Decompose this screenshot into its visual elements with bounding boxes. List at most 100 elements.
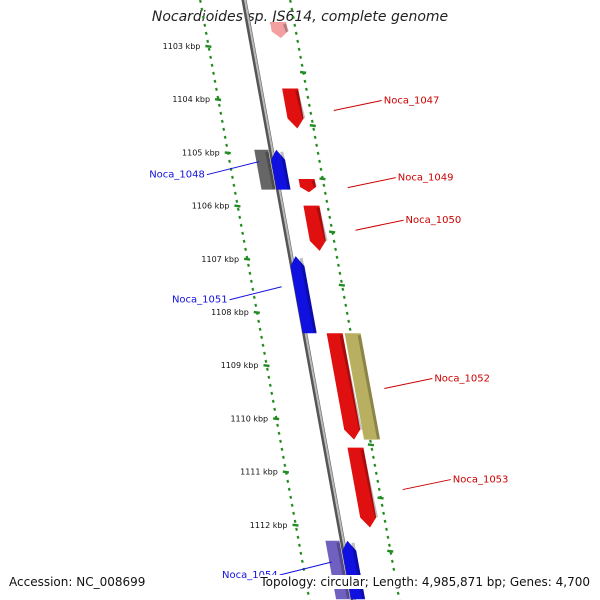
major-tick: [243, 257, 251, 261]
minor-tick-outer: [299, 55, 303, 59]
gene-shade: [311, 180, 317, 188]
minor-tick-outer: [332, 239, 336, 243]
minor-tick-outer: [342, 295, 346, 299]
minor-tick-inner: [210, 63, 214, 67]
major-tick-outer: [338, 283, 345, 287]
minor-tick-outer: [373, 463, 377, 467]
minor-tick-outer: [385, 527, 389, 531]
minor-tick-inner: [217, 103, 221, 107]
minor-tick-inner: [233, 191, 237, 195]
minor-tick-inner: [214, 87, 218, 91]
minor-tick-outer: [337, 263, 340, 267]
gene-feature: [270, 22, 289, 39]
minor-tick-outer: [328, 215, 332, 219]
minor-tick-inner: [283, 463, 287, 467]
minor-tick-outer: [369, 439, 372, 443]
minor-tick-outer: [316, 151, 320, 155]
major-tick: [205, 44, 212, 48]
minor-tick-outer: [341, 287, 345, 291]
minor-tick-inner: [252, 295, 256, 299]
gene-label-leader: [384, 377, 433, 389]
major-tick-outer: [299, 70, 307, 74]
minor-tick-outer: [310, 119, 314, 123]
minor-tick-outer: [382, 511, 386, 515]
minor-tick-inner: [261, 343, 265, 347]
major-tick-outer: [309, 124, 316, 128]
minor-tick-inner: [271, 399, 275, 403]
gene-body: [271, 149, 291, 190]
gene-label: Noca_1052: [434, 373, 490, 384]
minor-tick-inner: [228, 159, 232, 163]
gene-label-leader: [279, 561, 332, 576]
tick-label: 1103 kbp: [163, 42, 201, 51]
minor-tick-outer: [347, 319, 351, 323]
minor-tick-outer: [370, 447, 374, 451]
gene-label: Noca_1053: [453, 475, 509, 486]
minor-tick-inner: [203, 23, 207, 27]
tick-label: 1111 kbp: [240, 468, 278, 477]
minor-tick-inner: [286, 479, 290, 483]
minor-tick-inner: [306, 591, 310, 595]
minor-tick-outer: [322, 183, 326, 187]
major-tick: [214, 98, 222, 102]
minor-tick-outer: [306, 95, 310, 99]
minor-tick-outer: [344, 303, 348, 307]
minor-tick-inner: [276, 423, 280, 427]
minor-tick-inner: [242, 239, 246, 243]
gene-body: [270, 22, 288, 39]
minor-tick-inner: [204, 31, 208, 35]
topology-summary: Topology: circular; Length: 4,985,871 bp…: [260, 575, 590, 589]
minor-tick-inner: [248, 271, 252, 275]
minor-tick-outer: [313, 135, 317, 139]
minor-tick-outer: [339, 279, 343, 283]
minor-tick-outer: [345, 311, 349, 315]
minor-tick-inner: [296, 535, 300, 539]
minor-tick-outer: [307, 103, 311, 107]
gene-body: [290, 256, 317, 334]
tick-label: 1112 kbp: [250, 521, 288, 530]
minor-tick-outer: [291, 15, 295, 19]
minor-tick-inner: [230, 175, 234, 179]
major-tick-outer: [377, 496, 384, 500]
minor-tick-inner: [277, 431, 281, 435]
gene-label-leader: [206, 161, 260, 176]
minor-tick-outer: [300, 63, 304, 67]
minor-tick-inner: [289, 495, 293, 499]
minor-tick-outer: [318, 159, 322, 163]
gene-feature: [282, 88, 306, 129]
minor-tick-inner: [235, 199, 239, 203]
minor-tick-inner: [270, 391, 274, 395]
minor-tick-inner: [200, 7, 204, 11]
minor-tick-inner: [297, 543, 301, 547]
tick-label: 1107 kbp: [201, 255, 239, 264]
major-tick: [292, 523, 299, 527]
minor-tick-inner: [279, 439, 282, 443]
minor-tick-inner: [265, 367, 269, 371]
gene-shade: [295, 90, 306, 119]
major-tick-outer: [319, 177, 326, 181]
gene-feature: [344, 333, 381, 440]
minor-tick-outer: [325, 199, 329, 203]
minor-tick-inner: [241, 231, 245, 235]
accession-text: Accession: NC_008699: [9, 575, 146, 589]
gene-label-layer: Noca_1047 Noca_1048 Noca_1049 Noca_1050 Noca…: [149, 96, 508, 582]
gene-feature: [298, 179, 317, 193]
gene-label: Noca_1047: [384, 96, 440, 107]
gene-label-leader: [333, 100, 382, 111]
gene-feature: [271, 149, 291, 190]
minor-tick-outer: [380, 503, 384, 507]
minor-tick-inner: [280, 447, 284, 451]
major-tick-outer: [328, 230, 336, 234]
minor-tick-inner: [207, 47, 211, 51]
gene-label-leader: [229, 286, 282, 301]
minor-tick-outer: [323, 191, 327, 195]
major-tick: [224, 151, 231, 155]
gene-label: Noca_1049: [398, 173, 454, 184]
minor-tick-outer: [376, 479, 380, 483]
major-tick: [263, 364, 270, 368]
major-tick-outer: [387, 549, 394, 553]
minor-tick-outer: [297, 47, 301, 51]
minor-tick-inner: [257, 319, 261, 323]
minor-tick-inner: [293, 519, 297, 523]
minor-tick-outer: [386, 535, 390, 539]
